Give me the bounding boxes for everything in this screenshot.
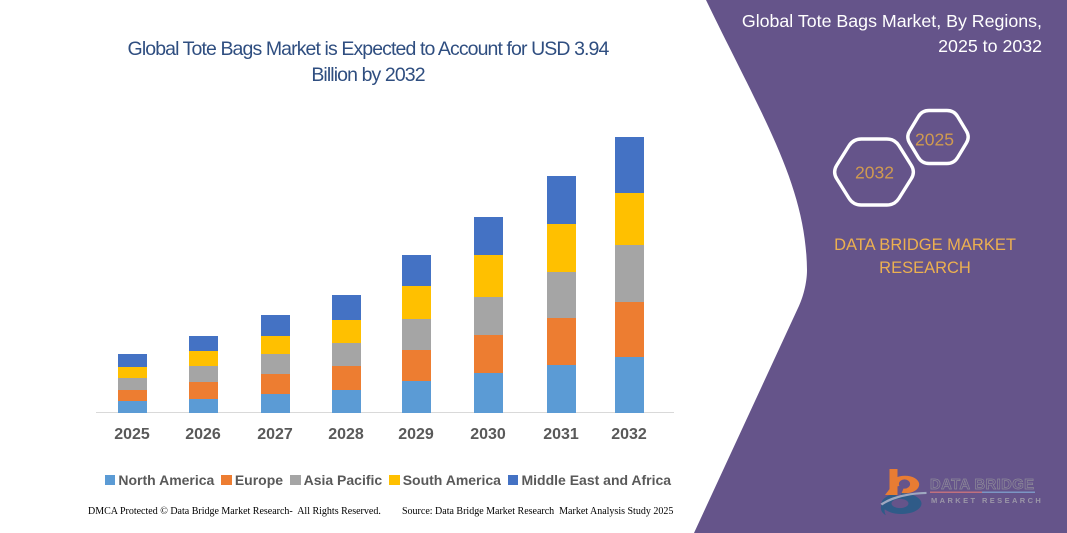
svg-text:2032: 2032 [855,163,894,183]
svg-text:2025: 2025 [915,130,954,150]
svg-text:DATA BRIDGE: DATA BRIDGE [930,477,1034,493]
svg-text:MARKET RESEARCH: MARKET RESEARCH [931,496,1043,505]
